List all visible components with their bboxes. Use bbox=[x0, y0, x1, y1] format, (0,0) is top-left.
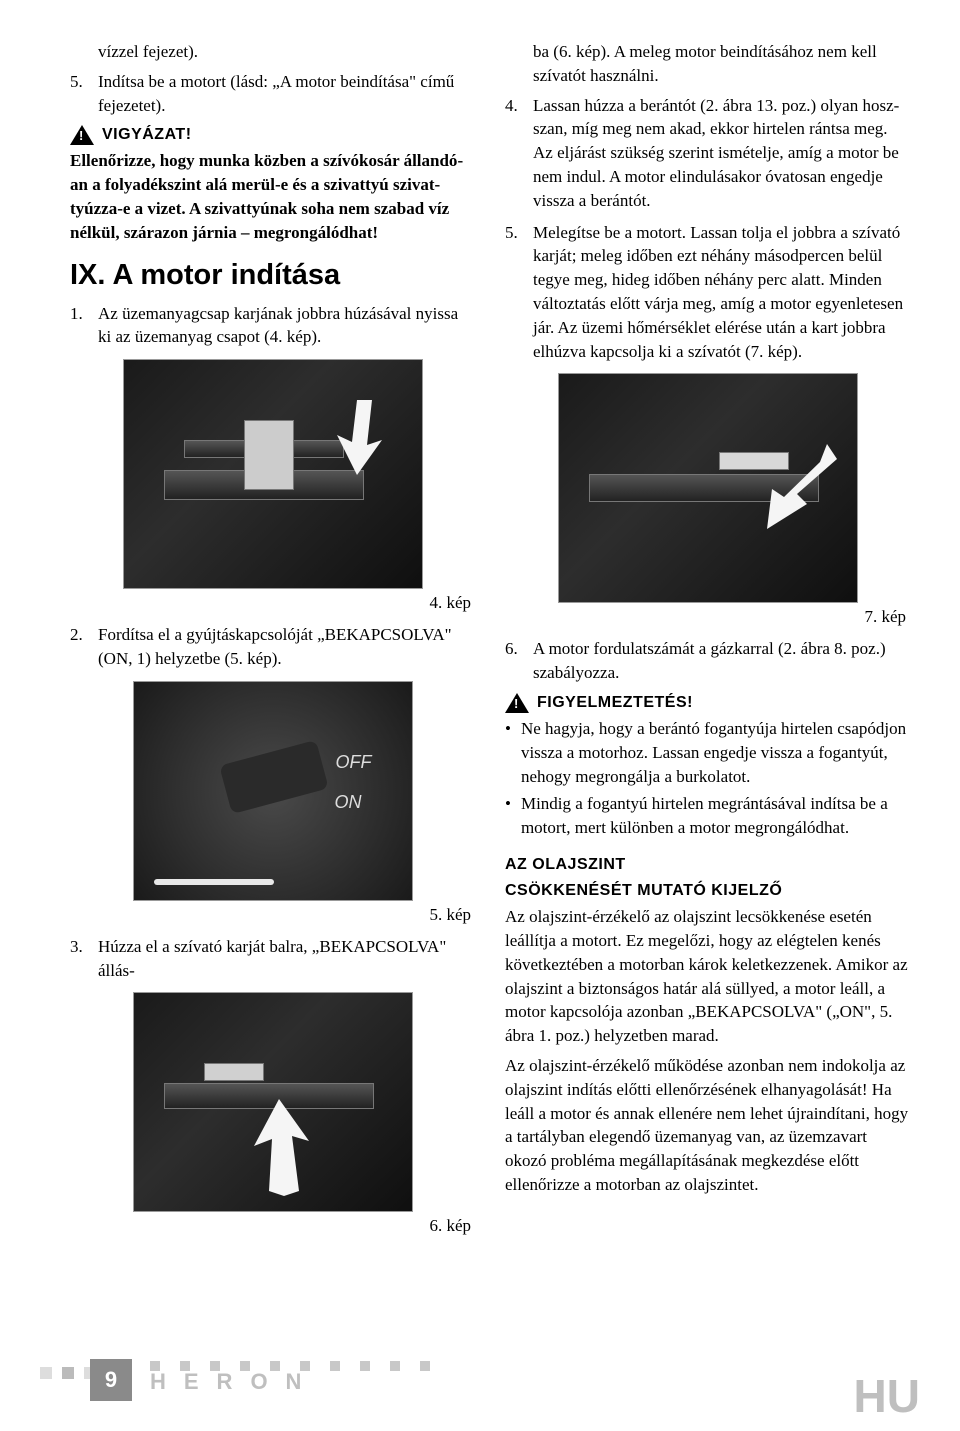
bullet-dot: • bbox=[505, 717, 511, 788]
warning-label: FIGYELMEZTETÉS! bbox=[537, 694, 693, 712]
step-1: 1. Az üzemanyagcsap karjának jobbra húzá… bbox=[70, 302, 475, 350]
arrow-up-icon bbox=[244, 1091, 324, 1201]
step-number: 4. bbox=[505, 94, 519, 213]
figure-5-caption: 5. kép bbox=[70, 905, 471, 925]
step-text: Lassan húzza a berántót (2. ábra 13. poz… bbox=[533, 94, 910, 213]
step-number: 1. bbox=[70, 302, 84, 350]
brand-text: HERON bbox=[150, 1369, 319, 1395]
language-code: HU bbox=[854, 1369, 920, 1423]
bullet-2: • Mindig a fogantyú hirtelen megrántásáv… bbox=[505, 792, 910, 840]
figure-6-image bbox=[133, 992, 413, 1212]
step-4: 4. Lassan húzza a berántót (2. ábra 13. … bbox=[505, 94, 910, 213]
figure-7-caption: 7. kép bbox=[505, 607, 906, 627]
left-column: vízzel fejezet). 5. Indítsa be a motort … bbox=[70, 40, 475, 1246]
figure-4-image bbox=[123, 359, 423, 589]
bullet-text: Ne hagyja, hogy a berántó fogantyúja hir… bbox=[521, 717, 910, 788]
warning-triangle-icon bbox=[505, 693, 529, 713]
right-column: ba (6. kép). A meleg motor beindításához… bbox=[505, 40, 910, 1246]
arrow-down-icon bbox=[322, 390, 392, 480]
continuation-text: vízzel fejezet). bbox=[98, 40, 475, 64]
warning-triangle-icon bbox=[70, 125, 94, 145]
step-number: 3. bbox=[70, 935, 84, 983]
subheading-oil-1: AZ OLAJSZINT bbox=[505, 854, 910, 876]
figure-4-caption: 4. kép bbox=[70, 593, 471, 613]
warning-caution: VIGYÁZAT! bbox=[70, 125, 475, 145]
page-content: vízzel fejezet). 5. Indítsa be a motort … bbox=[0, 0, 960, 1336]
figure-7-image bbox=[558, 373, 858, 603]
oil-paraph-2: Az olajszint-érzékelő működése azonban n… bbox=[505, 1054, 910, 1197]
step-text: Az üzemanyagcsap karjának jobbra húzásáv… bbox=[98, 302, 475, 350]
step-number: 2. bbox=[70, 623, 84, 671]
bullet-dot: • bbox=[505, 792, 511, 840]
page-number-badge: 9 bbox=[90, 1359, 132, 1401]
step-5: 5. Melegítse be a motort. Lassan tolja e… bbox=[505, 221, 910, 364]
list-text: Indítsa be a motort (lásd: „A motor bein… bbox=[98, 70, 475, 118]
step-text: Fordítsa el a gyújtáskapcsolóját „BEKAPC… bbox=[98, 623, 475, 671]
footer-squares-left bbox=[40, 1367, 96, 1379]
oil-paragraph-1: Az olajszint-érzékelő az olajszint lecsö… bbox=[505, 905, 910, 1048]
step-number: 5. bbox=[505, 221, 519, 364]
step-3: 3. Húzza el a szívató karját balra, „BEK… bbox=[70, 935, 475, 983]
step-6: 6. A motor fordulatszámát a gázkarral (2… bbox=[505, 637, 910, 685]
warning-label: VIGYÁZAT! bbox=[102, 126, 192, 144]
continuation-text-2: ba (6. kép). A meleg motor beindításához… bbox=[533, 40, 910, 88]
figure-4: 4. kép bbox=[70, 359, 475, 613]
off-label: OFF bbox=[336, 752, 372, 773]
step-text: Húzza el a szívató karját balra, „BEKAPC… bbox=[98, 935, 475, 983]
step-number: 6. bbox=[505, 637, 519, 685]
figure-6: 6. kép bbox=[70, 992, 475, 1236]
bullet-text: Mindig a fogantyú hirtelen megrántásával… bbox=[521, 792, 910, 840]
figure-7: 7. kép bbox=[505, 373, 910, 627]
warning-text: Ellenőrizze, hogy munka közben a szívóko… bbox=[70, 149, 475, 244]
section-heading: IX. A motor indítása bbox=[70, 259, 475, 292]
list-number: 5. bbox=[70, 70, 84, 118]
subheading-oil-2: CSÖKKENÉSÉT MUTATÓ KIJELZŐ bbox=[505, 880, 910, 902]
warning-attention: FIGYELMEZTETÉS! bbox=[505, 693, 910, 713]
figure-6-caption: 6. kép bbox=[70, 1216, 471, 1236]
step-2: 2. Fordítsa el a gyújtáskapcsolóját „BEK… bbox=[70, 623, 475, 671]
on-label: ON bbox=[335, 792, 362, 813]
figure-5: OFF ON 5. kép bbox=[70, 681, 475, 925]
step-text: Melegítse be a motort. Lassan tolja el j… bbox=[533, 221, 910, 364]
step-text: A motor fordulatszámát a gázkarral (2. á… bbox=[533, 637, 910, 685]
list-item-5: 5. Indítsa be a motort (lásd: „A motor b… bbox=[70, 70, 475, 118]
bullet-1: • Ne hagyja, hogy a berántó fogantyúja h… bbox=[505, 717, 910, 788]
arrow-diagonal-icon bbox=[752, 434, 842, 544]
page-footer: 9 HERON HU bbox=[0, 1351, 960, 1431]
figure-5-image: OFF ON bbox=[133, 681, 413, 901]
